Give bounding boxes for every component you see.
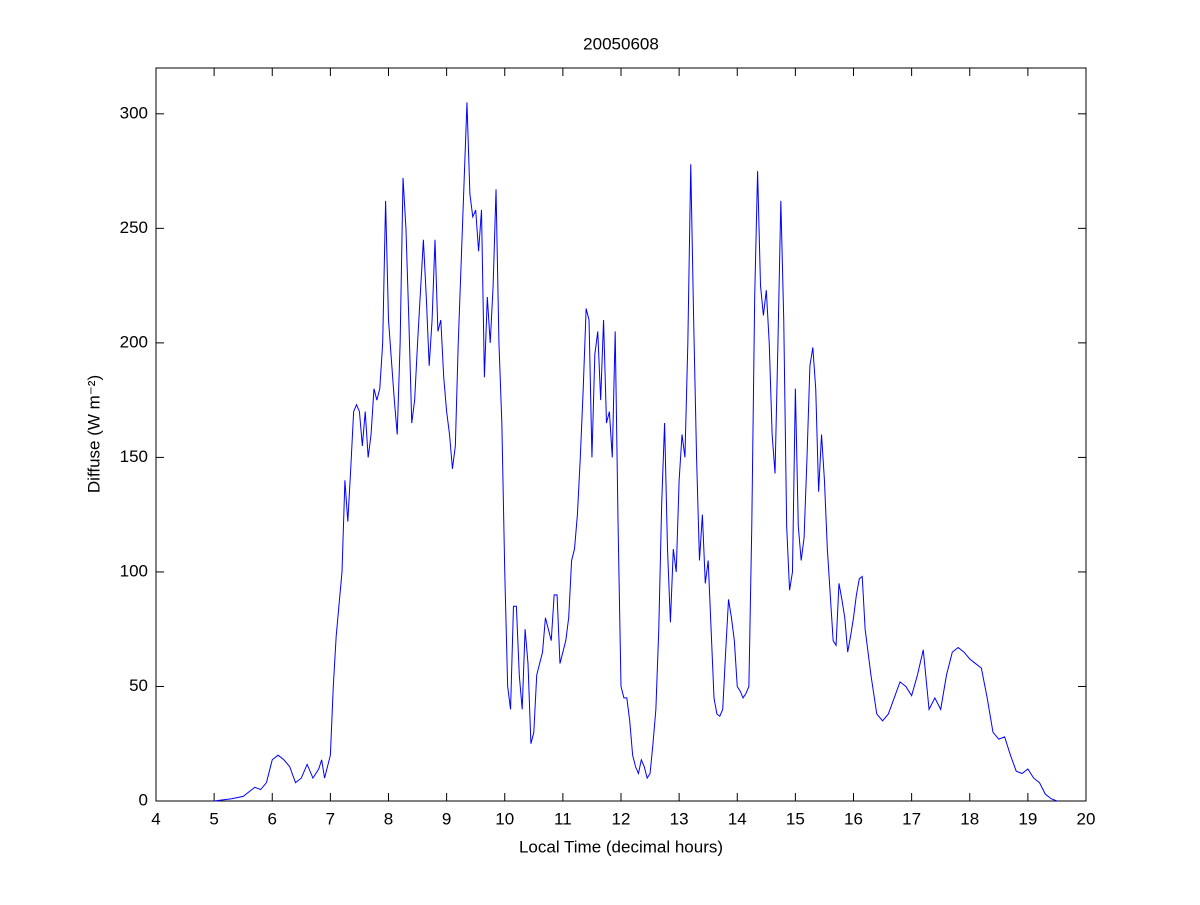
data-line [214,102,1058,802]
x-tick-label: 16 [844,809,863,828]
y-tick-label: 300 [120,103,148,122]
y-axis-label: Diffuse (W m⁻²) [84,375,103,493]
y-tick-label: 200 [120,332,148,351]
x-tick-label: 5 [209,809,218,828]
x-tick-label: 17 [902,809,921,828]
x-tick-label: 14 [728,809,747,828]
x-tick-label: 19 [1018,809,1037,828]
y-tick-label: 0 [139,790,148,809]
x-tick-label: 4 [151,809,160,828]
y-tick-label: 100 [120,561,148,580]
x-tick-label: 20 [1077,809,1096,828]
y-tick-label: 150 [120,447,148,466]
x-tick-label: 18 [960,809,979,828]
x-tick-label: 7 [326,809,335,828]
chart-title: 20050608 [583,34,659,53]
x-axis-label: Local Time (decimal hours) [519,837,723,856]
x-tick-label: 11 [554,809,572,828]
x-tick-label: 13 [670,809,689,828]
x-tick-label: 12 [612,809,631,828]
x-tick-label: 10 [495,809,514,828]
x-tick-label: 8 [384,809,393,828]
y-tick-label: 50 [129,676,148,695]
x-tick-label: 9 [442,809,451,828]
x-tick-label: 15 [786,809,805,828]
y-tick-label: 250 [120,218,148,237]
x-tick-label: 6 [268,809,277,828]
